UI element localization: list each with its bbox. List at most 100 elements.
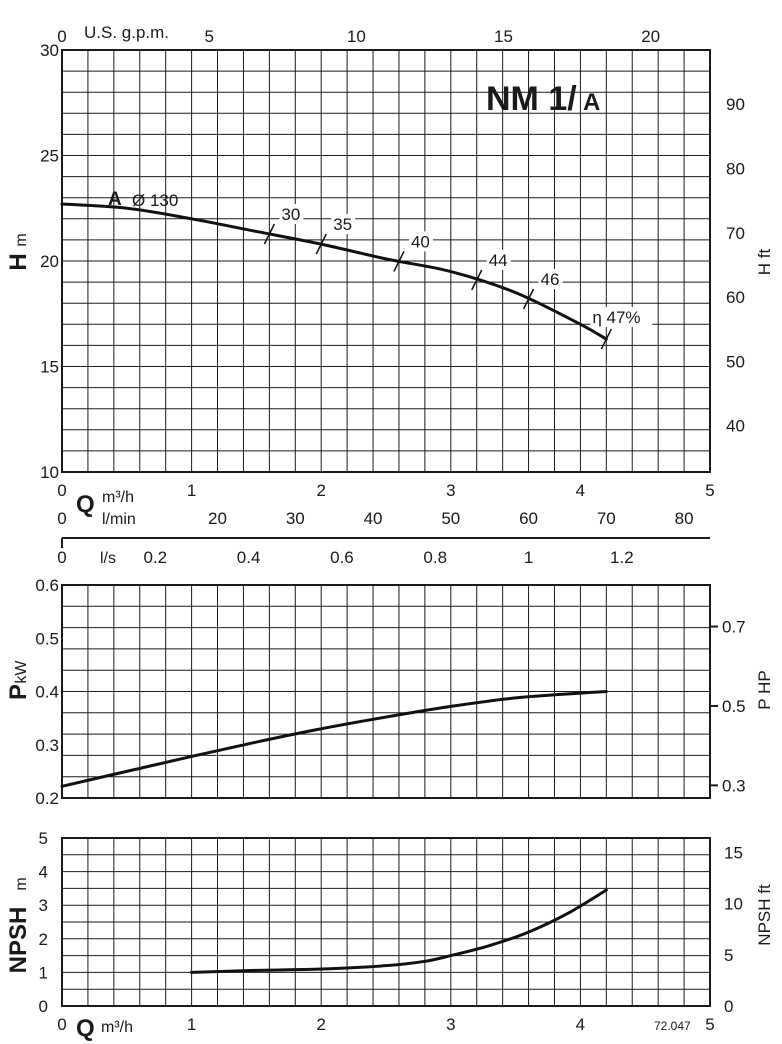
npsh-y-tick-label: 2 — [39, 930, 48, 949]
ls-axis-label: l/s — [100, 550, 116, 567]
ls-tick-label: 1.2 — [610, 548, 634, 567]
npsh-y-tick-label: 3 — [39, 896, 48, 915]
performance-curves — [60, 202, 612, 974]
power-hp-tick-label: 0.7 — [722, 618, 746, 637]
power-hp-tick-label: 0.5 — [722, 697, 746, 716]
gpm-tick-label: 0 — [57, 27, 66, 46]
power-y-axis-label: P — [5, 684, 32, 700]
impeller-diameter: Ø 130 — [132, 191, 178, 210]
gpm-tick-label: 15 — [494, 27, 513, 46]
npsh-x-tick-label: 0 — [57, 1015, 66, 1034]
efficiency-label-bg — [279, 203, 304, 224]
head-frame — [61, 49, 711, 473]
ls-tick-label: 1 — [524, 548, 533, 567]
power-y-axis-unit: kW — [13, 660, 30, 684]
ls-tick-label: 0.6 — [330, 548, 354, 567]
efficiency-label-bg — [408, 231, 433, 252]
impeller-letter: A — [108, 189, 122, 210]
head-ft-tick-label: 60 — [726, 288, 745, 307]
head-x-tick-label: 5 — [705, 481, 714, 500]
efficiency-label: 46 — [541, 270, 560, 289]
npsh-x-tick-label: 4 — [576, 1015, 585, 1034]
npsh-right-axis-label: NPSH ft — [755, 884, 774, 946]
gpm-tick-label: 5 — [204, 27, 213, 46]
efficiency-label: 44 — [489, 251, 508, 270]
lmin-tick-label: 30 — [286, 509, 305, 528]
power-hp-tick-label: 0.3 — [722, 776, 746, 795]
lmin-tick-label: 0 — [57, 509, 66, 528]
efficiency-mark-tick — [393, 251, 405, 272]
ls-tick-label: 0.2 — [143, 548, 167, 567]
ls-tick-label: 0.8 — [423, 548, 447, 567]
power-curve — [60, 690, 608, 788]
npsh-flow-axis-label: Q — [76, 1015, 95, 1042]
model-title-suffix: A — [583, 89, 600, 116]
gpm-axis-label: U.S. g.p.m. — [84, 23, 169, 42]
lmin-tick-label: 40 — [364, 509, 383, 528]
lmin-tick-label: 70 — [597, 509, 616, 528]
efficiency-mark-tick — [263, 223, 276, 245]
efficiency-label-bg — [331, 214, 356, 235]
npsh-x-tick-label: 3 — [446, 1015, 455, 1034]
efficiency-mark-tick — [522, 288, 535, 310]
head-ft-tick-label: 80 — [726, 159, 745, 178]
head-curve — [60, 202, 608, 341]
head-ft-tick-label: 90 — [726, 95, 745, 114]
head-y-tick-label: 30 — [40, 41, 59, 60]
head-ft-tick-label: 70 — [726, 224, 745, 243]
head-y-tick-label: 20 — [40, 252, 59, 271]
npsh-ft-tick-label: 15 — [724, 843, 743, 862]
power-y-tick-label: 0.2 — [35, 789, 59, 808]
head-x-tick-label: 4 — [576, 481, 585, 500]
head-right-axis-label: H ft — [755, 249, 774, 276]
ls-tick-label: 0.4 — [237, 548, 261, 567]
head-x-tick-label: 0 — [57, 481, 66, 500]
npsh-ft-tick-label: 10 — [724, 895, 743, 914]
head-y-axis-label: H — [5, 253, 32, 270]
npsh-y-tick-label: 1 — [39, 963, 48, 982]
efficiency-label: 40 — [411, 232, 430, 251]
lmin-tick-label: 60 — [519, 509, 538, 528]
head-y-axis-unit: m — [13, 233, 30, 246]
flow-axis-unit: m³/h — [102, 489, 134, 506]
npsh-ft-tick-label: 5 — [724, 946, 733, 965]
figure-code: 72.047 — [654, 1019, 691, 1033]
head-x-tick-label: 3 — [446, 481, 455, 500]
head-y-tick-label: 15 — [40, 358, 59, 377]
npsh-y-axis-unit: m — [13, 877, 30, 890]
npsh-ft-tick-label: 0 — [724, 997, 733, 1016]
efficiency-mark-tick — [600, 328, 612, 350]
lmin-tick-label: 80 — [675, 509, 694, 528]
npsh-y-tick-label: 0 — [39, 997, 48, 1016]
power-y-tick-label: 0.4 — [35, 683, 59, 702]
efficiency-label: 35 — [333, 215, 352, 234]
npsh-flow-axis-unit: m³/h — [101, 1019, 133, 1036]
model-title: NM 1/ — [486, 80, 577, 118]
head-y-tick-label: 10 — [40, 463, 59, 482]
head-y-tick-label: 25 — [40, 147, 59, 166]
npsh-y-tick-label: 4 — [39, 863, 48, 882]
power-right-axis-label: P HP — [755, 670, 774, 709]
power-y-tick-label: 0.6 — [35, 576, 59, 595]
gpm-tick-label: 10 — [347, 27, 366, 46]
power-y-tick-label: 0.3 — [35, 736, 59, 755]
npsh-y-tick-label: 5 — [39, 829, 48, 848]
ls-tick-label: 0 — [57, 548, 66, 567]
npsh-y-axis-label: NPSH — [5, 907, 32, 974]
lmin-tick-label: 50 — [441, 509, 460, 528]
lmin-axis-label: l/min — [102, 511, 136, 528]
npsh-x-tick-label: 2 — [316, 1015, 325, 1034]
chart-frames — [61, 49, 718, 1007]
head-x-tick-label: 2 — [316, 481, 325, 500]
flow-axis-label: Q — [76, 491, 95, 518]
head-x-tick-label: 1 — [187, 481, 196, 500]
power-y-tick-label: 0.5 — [35, 629, 59, 648]
efficiency-label-bg — [486, 249, 511, 270]
gpm-tick-label: 20 — [641, 27, 660, 46]
head-ft-tick-label: 50 — [726, 352, 745, 371]
npsh-x-tick-label: 1 — [187, 1015, 196, 1034]
efficiency-label: 30 — [281, 205, 300, 224]
efficiency-mark-tick — [471, 269, 483, 291]
